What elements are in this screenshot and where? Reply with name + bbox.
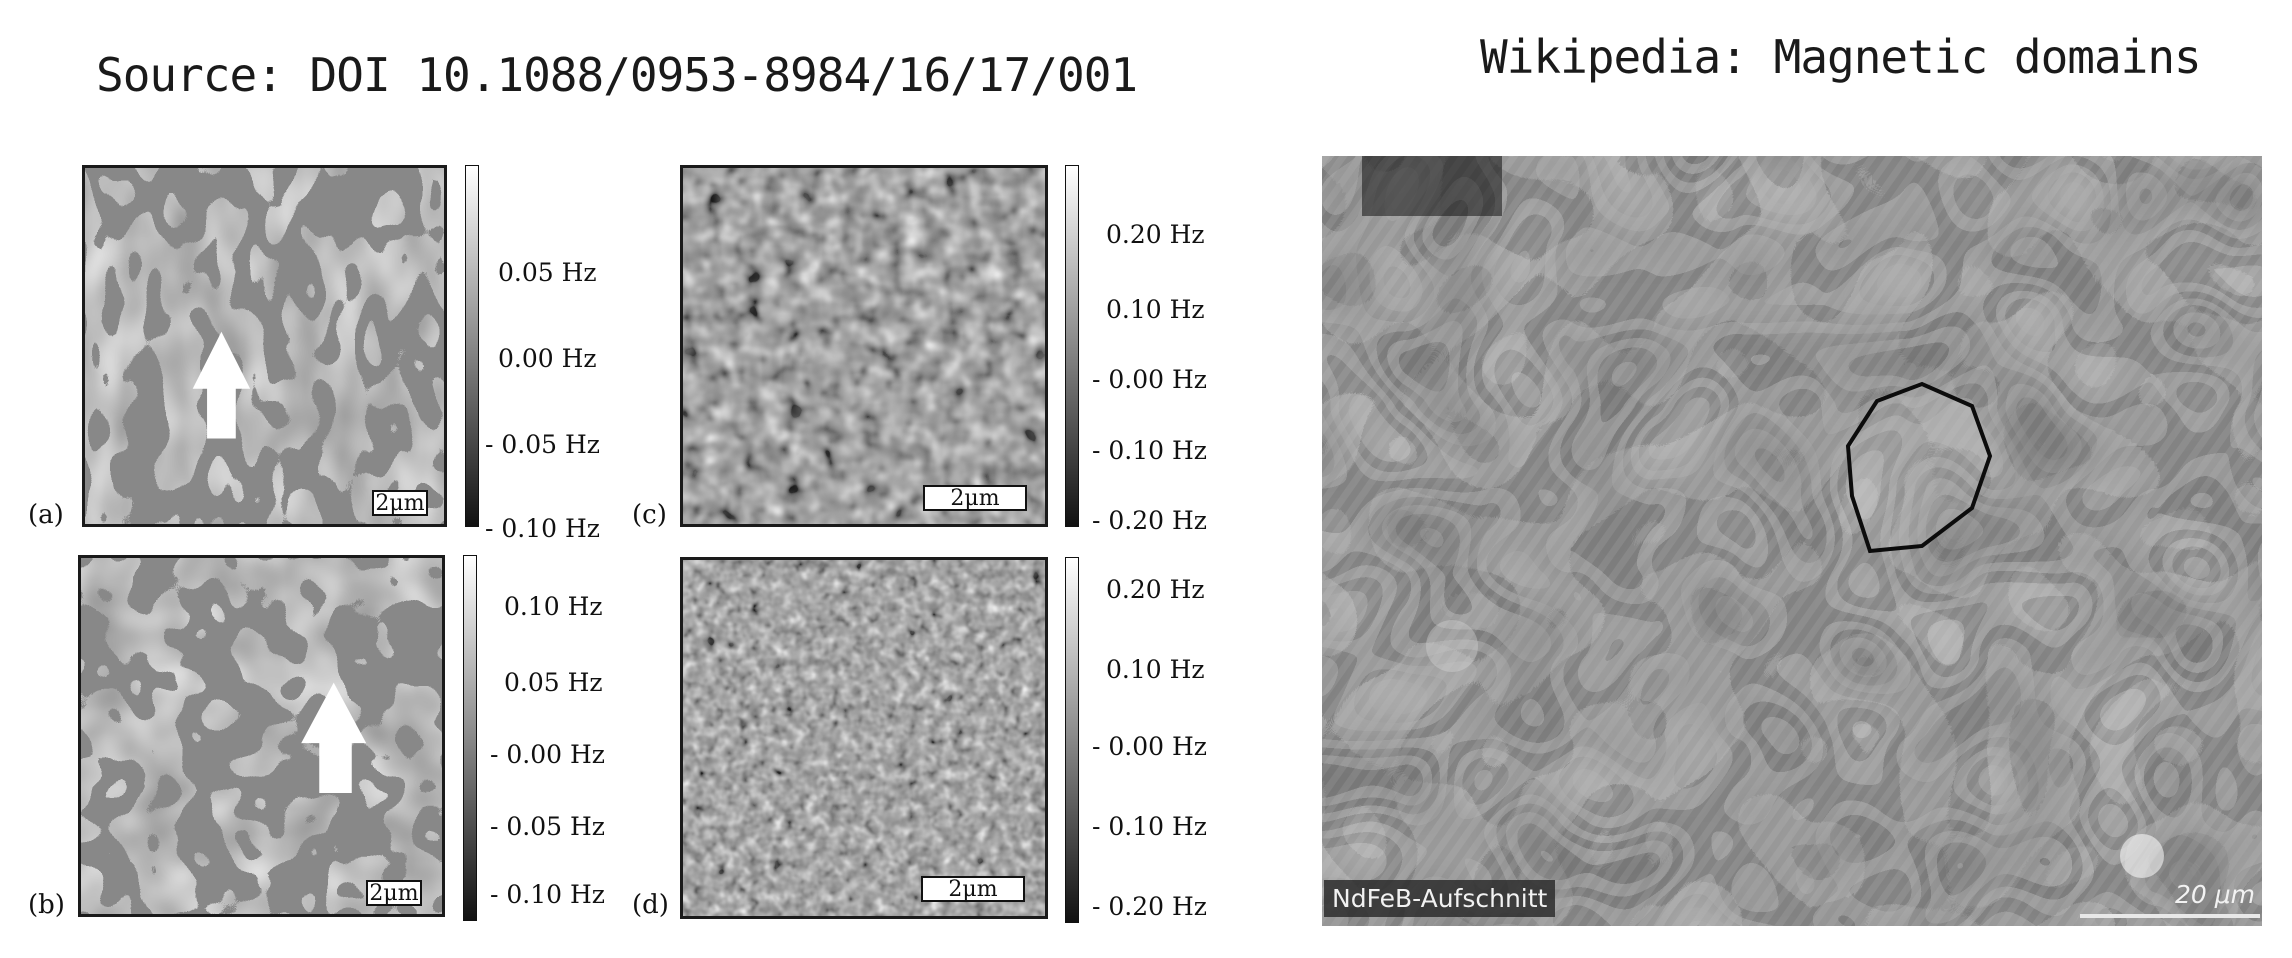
panel-a-tick: - 0.05 Hz bbox=[485, 430, 600, 459]
sem-micrograph bbox=[1322, 156, 2262, 926]
panel-a-tick: 0.00 Hz bbox=[498, 344, 597, 373]
panel-c-colorbar bbox=[1065, 165, 1079, 527]
noise-pattern-d bbox=[683, 560, 1045, 916]
panel-a-scale-bar: 2μm bbox=[372, 490, 428, 516]
panel-d-colorbar bbox=[1065, 557, 1079, 923]
panel-c-label: (c) bbox=[632, 500, 667, 530]
panel-b-tick: - 0.10 Hz bbox=[490, 880, 605, 909]
panel-a-tick: 0.05 Hz bbox=[498, 258, 597, 287]
outlined-grain bbox=[1845, 381, 1993, 554]
panel-c-tick: 0.20 Hz bbox=[1106, 220, 1205, 249]
panel-c-image bbox=[680, 165, 1048, 527]
panel-b-label: (b) bbox=[28, 890, 65, 920]
arrow-icon bbox=[192, 331, 251, 439]
right-heading: Wikipedia: Magnetic domains bbox=[1480, 30, 2202, 84]
panel-d-image bbox=[680, 557, 1048, 919]
maze-pattern-b bbox=[81, 558, 442, 914]
grain-pattern bbox=[1322, 156, 2262, 926]
sem-caption: NdFeB-Aufschnitt bbox=[1324, 880, 1556, 917]
panel-d-tick: - 0.20 Hz bbox=[1092, 892, 1207, 921]
noise-pattern-c bbox=[683, 168, 1045, 524]
left-heading: Source: DOI 10.1088/0953-8984/16/17/001 bbox=[96, 48, 1138, 102]
panel-a-tick: - 0.10 Hz bbox=[485, 514, 600, 543]
panel-b-tick: 0.10 Hz bbox=[504, 592, 603, 621]
panel-d-tick: - 0.10 Hz bbox=[1092, 812, 1207, 841]
panel-a-colorbar bbox=[465, 165, 479, 527]
arrow-icon bbox=[301, 682, 367, 793]
panel-b-tick: 0.05 Hz bbox=[504, 668, 603, 697]
panel-b-colorbar bbox=[463, 555, 477, 921]
panel-c-tick: 0.10 Hz bbox=[1106, 295, 1205, 324]
maze-pattern-a bbox=[85, 168, 444, 524]
panel-c-tick: - 0.00 Hz bbox=[1092, 365, 1207, 394]
panel-d-label: (d) bbox=[632, 890, 669, 920]
panel-b-tick: - 0.00 Hz bbox=[490, 740, 605, 769]
panel-b-image bbox=[78, 555, 445, 917]
panel-a-label: (a) bbox=[28, 500, 64, 530]
panel-d-scale-bar: 2μm bbox=[921, 876, 1025, 902]
sem-scale-bar bbox=[2080, 914, 2260, 918]
panel-c-tick: - 0.20 Hz bbox=[1092, 506, 1207, 535]
panel-c-tick: - 0.10 Hz bbox=[1092, 436, 1207, 465]
panel-c-scale-bar: 2μm bbox=[923, 485, 1027, 511]
panel-d-tick: - 0.00 Hz bbox=[1092, 732, 1207, 761]
panel-d-tick: 0.20 Hz bbox=[1106, 575, 1205, 604]
panel-d-tick: 0.10 Hz bbox=[1106, 655, 1205, 684]
panel-a-image bbox=[82, 165, 447, 527]
sem-scale-label: 20 μm bbox=[2174, 880, 2255, 909]
panel-b-scale-bar: 2μm bbox=[366, 880, 422, 906]
panel-b-tick: - 0.05 Hz bbox=[490, 812, 605, 841]
